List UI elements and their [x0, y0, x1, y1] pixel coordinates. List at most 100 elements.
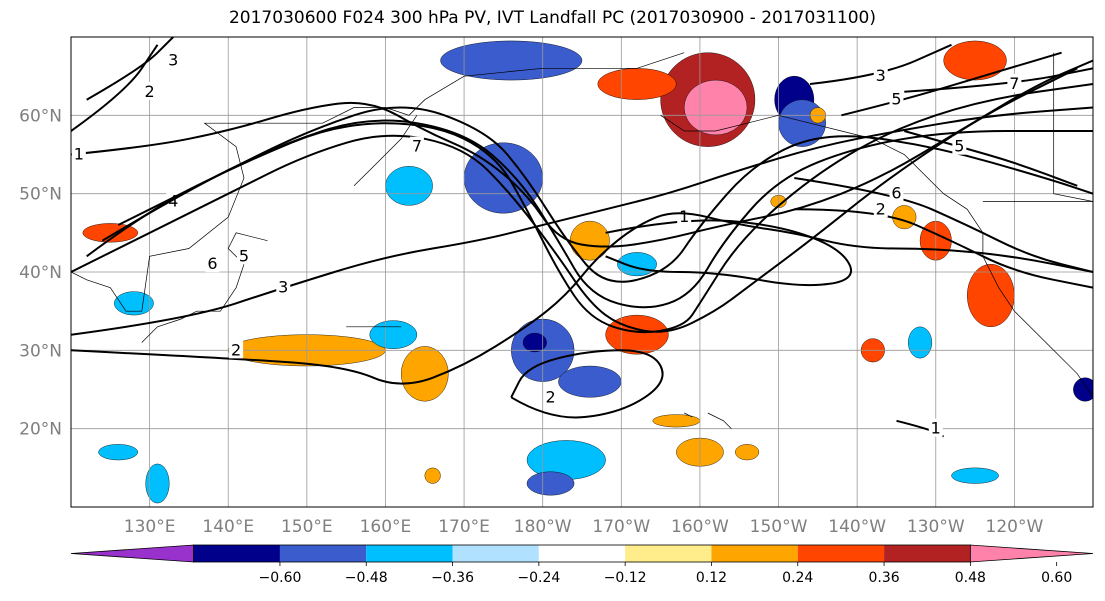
colorbar-tick-label: −0.60 — [258, 570, 301, 586]
colorbar-segment — [884, 545, 971, 562]
coastline — [707, 412, 732, 429]
contour-label: 5 — [239, 246, 249, 265]
contour-label: 2 — [545, 387, 555, 406]
ivt-contour-line — [71, 212, 1093, 385]
contour-label-bg — [409, 136, 424, 155]
colorbar-segment — [452, 545, 539, 562]
contour-label-bg — [236, 246, 251, 265]
colorbar-segment — [279, 545, 367, 562]
coastline — [141, 232, 268, 343]
ivt-contour-line — [86, 37, 174, 101]
pv-anomaly-patch — [526, 471, 575, 496]
latitude-labels: 20°N 30°N 40°N 50°N 60°N — [19, 106, 62, 439]
pv-anomaly-patch — [908, 326, 933, 359]
contour-label-bg — [71, 144, 86, 163]
longitude-tick-label: 150°W — [750, 517, 808, 537]
colorbar-segment — [193, 545, 280, 562]
pv-anomaly-patch — [892, 205, 917, 230]
colorbar-tick-label: 0.36 — [868, 570, 899, 586]
colorbar-tick-label: −0.48 — [345, 570, 388, 586]
pv-anomaly-patch — [385, 166, 433, 206]
colorbar-segment — [625, 545, 712, 562]
ivt-contour-line — [510, 349, 664, 419]
pv-anomaly-patch — [967, 263, 1015, 328]
longitude-tick-label: 170°E — [438, 517, 490, 537]
longitude-tick-label: 120°W — [986, 517, 1044, 537]
contour-label: 5 — [891, 90, 901, 109]
pv-anomaly-patch — [522, 332, 547, 353]
contour-label: 5 — [954, 137, 964, 156]
latitude-tick-label: 30°N — [19, 341, 62, 361]
pv-anomaly-patch — [400, 346, 449, 402]
latitude-tick-label: 60°N — [19, 106, 62, 126]
coastline — [71, 52, 685, 312]
contour-label-bg — [873, 66, 888, 85]
plot-frame — [70, 36, 1094, 508]
coastlines — [71, 52, 1093, 429]
ivt-contour-line — [117, 106, 1093, 283]
contour-label-bg — [205, 254, 220, 273]
longitude-tick-label: 140°E — [202, 517, 254, 537]
contour-label-bg — [677, 207, 692, 226]
contour-label: 2 — [231, 340, 241, 359]
latitude-tick-label: 50°N — [19, 185, 62, 205]
colorbar-segment — [797, 545, 885, 562]
pv-anomaly-patch — [145, 463, 170, 504]
pv-anomaly-patch — [98, 444, 139, 461]
contour-label-bg — [229, 340, 244, 359]
ivt-contour-line — [794, 177, 1093, 273]
pv-anomaly-patch — [735, 444, 760, 461]
contour-label: 2 — [876, 199, 886, 218]
coastline — [1053, 52, 1093, 202]
coastline — [684, 412, 693, 418]
contour-label: 7 — [412, 137, 422, 156]
ivt-contour-line — [904, 130, 1078, 187]
pv-anomaly-patch — [369, 320, 418, 349]
longitude-tick-label: 160°E — [360, 517, 412, 537]
contour-label: 7 — [1009, 74, 1019, 93]
latitude-tick-label: 40°N — [19, 263, 62, 283]
colorbar-tick-label: −0.36 — [431, 570, 474, 586]
colorbar-extend-high — [969, 544, 1094, 563]
pv-anomaly-patch — [597, 68, 677, 100]
colorbar-tick-label: 0.12 — [696, 570, 727, 586]
longitude-tick-label: 160°W — [671, 517, 729, 537]
latitude-tick-label: 20°N — [19, 420, 62, 440]
colorbar-segment — [366, 545, 453, 562]
ivt-contour-line — [794, 208, 1093, 289]
colorbar-tick-label: 0.24 — [782, 570, 813, 586]
contour-label-bg — [889, 89, 904, 108]
contour-label: 1 — [679, 207, 689, 226]
contour-label: 6 — [207, 254, 217, 273]
longitude-tick-label: 130°W — [907, 517, 965, 537]
contour-label-bg — [1007, 74, 1022, 92]
contour-label: 3 — [168, 51, 178, 70]
pv-anomaly-patch — [424, 467, 441, 484]
ivt-contour-line — [71, 44, 159, 132]
contour-label: 6 — [891, 184, 901, 203]
colorbar-tick-label: 0.60 — [1041, 570, 1072, 586]
gridlines — [71, 37, 1093, 507]
contour-label-bg — [543, 387, 558, 406]
colorbar-tick-label: −0.12 — [604, 570, 647, 586]
ivt-contour-line — [605, 219, 853, 287]
ivt-contour-line — [71, 67, 1078, 333]
longitude-tick-label: 140°W — [828, 517, 886, 537]
longitude-tick-label: 130°E — [124, 517, 176, 537]
colorbar-segment — [538, 545, 626, 562]
colorbar-extend-low — [70, 544, 195, 563]
pv-anomaly-patch — [570, 220, 610, 261]
contour-label: 4 — [168, 192, 178, 211]
colorbar-segment — [711, 545, 798, 562]
pv-anomaly-patch — [1073, 377, 1093, 402]
pv-anomaly-patch — [558, 365, 622, 398]
pv-anomaly-patch — [652, 414, 701, 428]
contour-label: 1 — [931, 419, 941, 438]
pv-shading-layer — [82, 40, 1093, 504]
contour-label-bg — [276, 277, 291, 296]
contour-label: 2 — [145, 82, 155, 101]
contour-label: 1 — [74, 145, 84, 164]
coastline — [660, 114, 1093, 398]
